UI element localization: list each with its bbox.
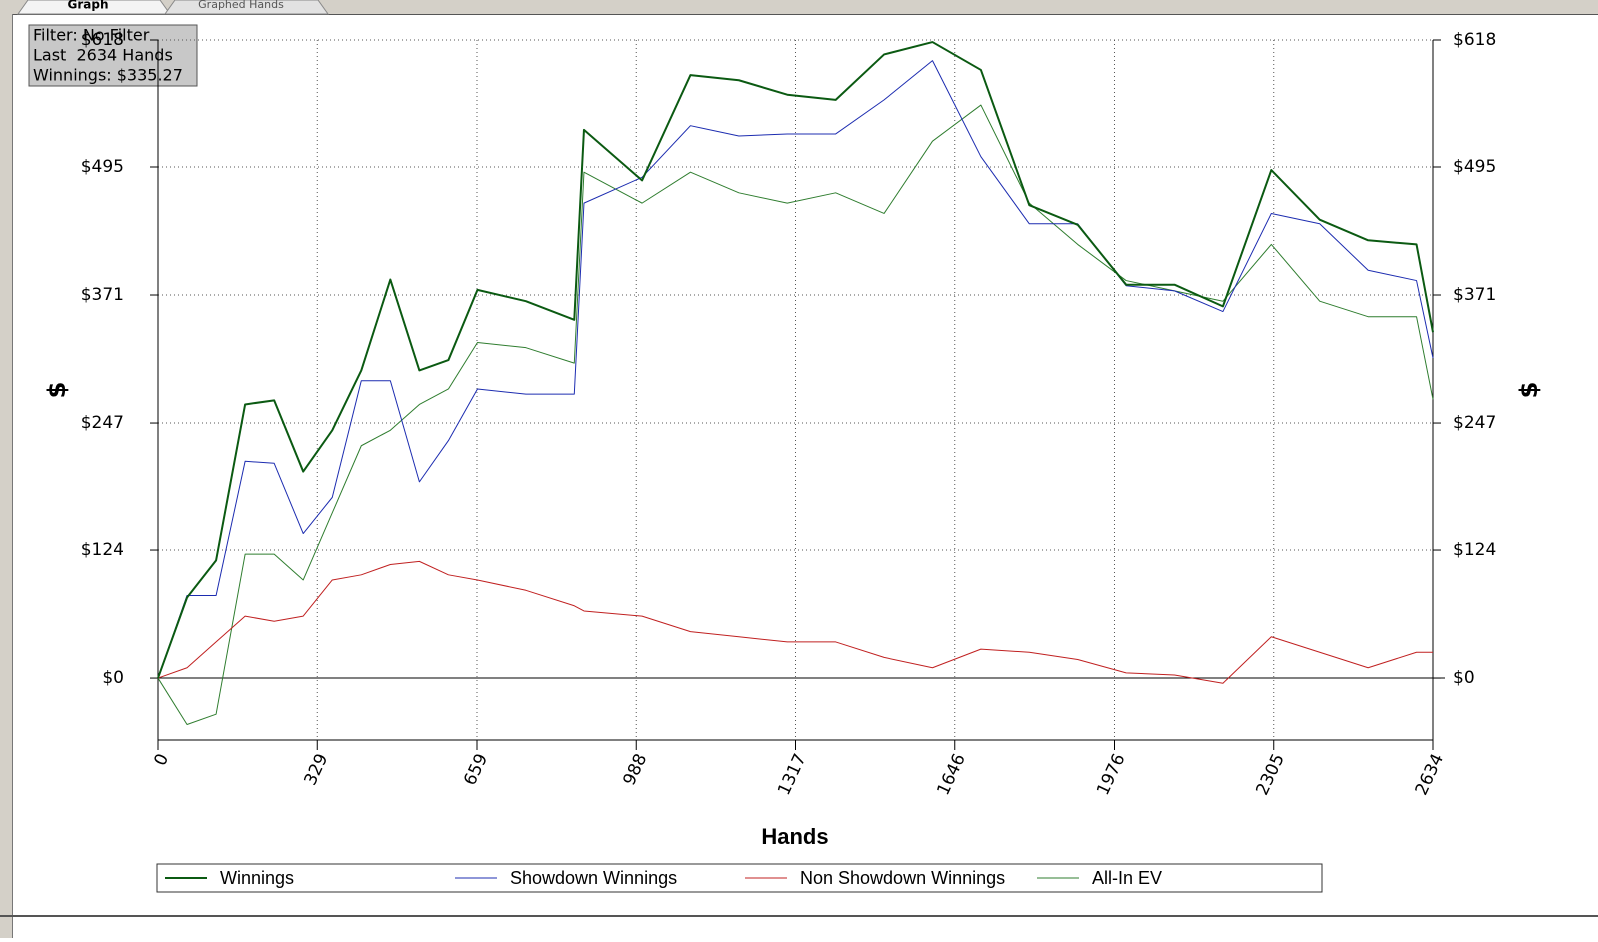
tab-label[interactable]: Graph — [68, 0, 109, 12]
x-tick-label: 2305 — [1252, 751, 1288, 799]
series-line — [157, 560, 1433, 684]
series-line — [157, 41, 1434, 679]
y-tick-label: $495 — [81, 157, 124, 177]
y-tick-label: $618 — [81, 30, 124, 50]
y-axis-label: $ — [1515, 382, 1543, 399]
x-axis-label: Hands — [761, 824, 828, 849]
info-box — [28, 24, 198, 87]
x-tick-label: 1317 — [774, 751, 810, 799]
x-tick-label: 2634 — [1412, 751, 1448, 799]
tab-bar — [0, 0, 1598, 14]
y-tick-label: $371 — [81, 285, 124, 305]
x-tick-label: 329 — [300, 751, 332, 789]
y-tick-label: $0 — [102, 668, 124, 688]
info-text: Filter: No Filter — [33, 26, 150, 45]
legend — [156, 863, 1323, 893]
info-text: Winnings: $335.27 — [33, 66, 183, 85]
y-tick-label: $0 — [1453, 668, 1475, 688]
tab[interactable] — [164, 0, 329, 15]
x-tick-label: 988 — [619, 751, 651, 789]
x-tick-label: 1976 — [1093, 751, 1129, 799]
series-line — [157, 60, 1434, 679]
legend-label: Non Showdown Winnings — [800, 868, 1005, 888]
x-tick-label: 659 — [460, 751, 492, 789]
x-tick-label: 1646 — [933, 751, 969, 799]
y-tick-label: $371 — [1453, 285, 1496, 305]
y-tick-label: $247 — [81, 413, 124, 433]
x-tick-label: 0 — [150, 751, 173, 769]
tab[interactable] — [17, 0, 171, 15]
y-tick-label: $124 — [81, 540, 124, 560]
legend-label: Showdown Winnings — [510, 868, 677, 888]
side-panel — [0, 14, 12, 938]
legend-label: All-In EV — [1092, 868, 1162, 888]
info-text: Last 2634 Hands — [33, 46, 173, 65]
y-tick-label: $618 — [1453, 30, 1496, 50]
y-axis-label: $ — [43, 382, 71, 399]
y-tick-label: $247 — [1453, 413, 1496, 433]
tab-label[interactable]: Graphed Hands — [198, 0, 284, 11]
series-line — [157, 104, 1434, 726]
y-tick-label: $124 — [1453, 540, 1496, 560]
y-tick-label: $495 — [1453, 157, 1496, 177]
legend-label: Winnings — [220, 868, 294, 888]
